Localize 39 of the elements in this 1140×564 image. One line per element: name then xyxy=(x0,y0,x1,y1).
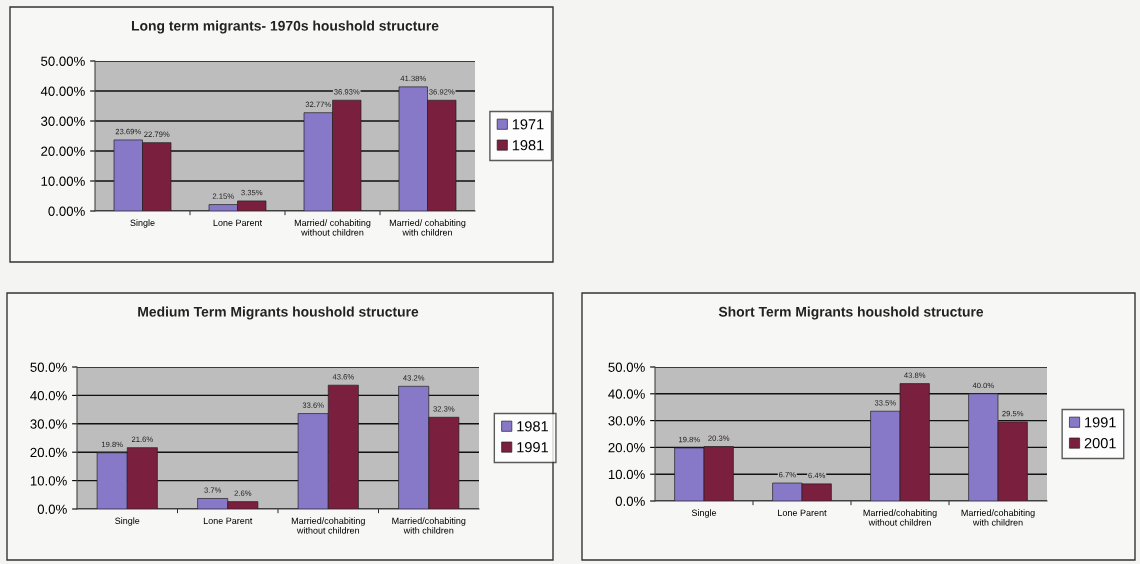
y-tick-label: 50.0% xyxy=(608,362,645,372)
y-tick-label: 10.0% xyxy=(30,476,67,486)
x-tick-label: Married/cohabiting with children xyxy=(961,509,1035,526)
chart-title: Short Term Migrants houshold structure xyxy=(718,306,984,320)
x-tick-label: Married/cohabiting with children xyxy=(392,517,466,534)
y-tick-label: 40.00% xyxy=(40,86,85,96)
y-tick-label: 20.0% xyxy=(608,442,645,453)
x-tick-label: Married/cohabiting without children xyxy=(291,517,365,534)
y-tick-label: 50.0% xyxy=(30,362,67,372)
x-tick-label: Married/ cohabiting with children xyxy=(389,219,466,236)
x-tick-label: Married/cohabiting without children xyxy=(863,509,937,526)
x-tick-label: Lone Parent xyxy=(203,517,253,524)
legend-label: 2001 xyxy=(1084,438,1116,449)
x-tick-label: Lone Parent xyxy=(778,509,827,516)
chart-title: Long term migrants- 1970s houshold structure xyxy=(131,20,439,34)
legend-label: 1981 xyxy=(512,140,544,151)
x-tick-label: Lone Parent xyxy=(213,219,263,226)
y-tick-label: 20.00% xyxy=(41,146,85,156)
y-tick-label: 30.0% xyxy=(30,419,67,429)
legend-label: 1991 xyxy=(517,442,548,453)
chart-title: Medium Term Migrants houshold structure xyxy=(138,306,419,320)
x-tick-label: Married/ cohabiting without children xyxy=(294,219,371,236)
y-tick-label: 10.00% xyxy=(41,176,85,186)
y-tick-label: 40.0% xyxy=(30,390,67,401)
y-tick-label: 50.00% xyxy=(41,56,85,66)
legend-label: 1991 xyxy=(1085,417,1116,428)
y-tick-label: 20.0% xyxy=(30,447,67,458)
y-tick-label: 0.0% xyxy=(37,504,67,514)
y-tick-label: 40.0% xyxy=(608,389,645,399)
x-tick-label: Single xyxy=(130,219,155,228)
legend-label: 1981 xyxy=(517,421,548,432)
y-tick-label: 0.00% xyxy=(48,206,85,216)
y-tick-label: 0.0% xyxy=(615,496,645,506)
y-tick-label: 10.0% xyxy=(608,469,645,480)
y-tick-label: 30.00% xyxy=(41,116,85,126)
x-tick-label: Single xyxy=(115,517,140,526)
legend-label: 1971 xyxy=(512,119,544,130)
y-tick-label: 30.0% xyxy=(608,416,645,426)
x-tick-label: Single xyxy=(691,509,717,518)
